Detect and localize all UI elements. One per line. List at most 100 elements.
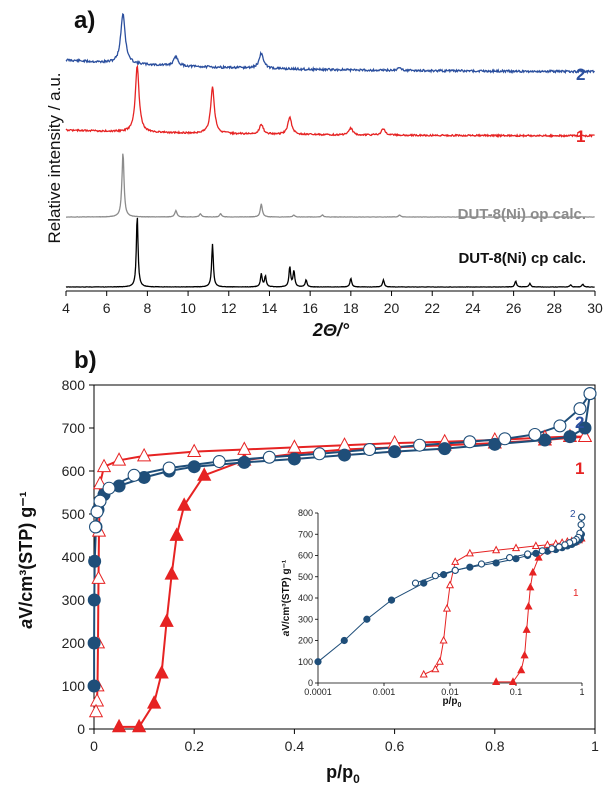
isotherm-y-tick-label: 500 [62,506,86,522]
isotherm-point-2-desorption [162,461,176,475]
isotherm-point-2-desorption [578,513,586,521]
xrd-x-tick-label: 16 [302,300,318,316]
isotherm-point-2-desorption [262,450,276,464]
isotherm-point-2-desorption [555,543,563,551]
panel-b: b) 0 0.2 0.4 0.6 0.8 1 0 100 200 300 400 500 600 700 8… [16,347,599,785]
isotherm-point-2-adsorption [88,554,102,568]
isotherm-point-2-adsorption [578,421,592,435]
isotherm-point-1-desorption [492,545,501,554]
inset-y-tick-label: 600 [298,551,313,561]
isotherm-point-2-desorption [505,554,514,562]
inset-ticks: 0.0001 0.001 0.01 0.1 1 0 100 200 300 400 500 600 70… [298,508,585,697]
isotherm-point-1-desorption [431,664,440,673]
series-label-2: 2 [576,65,585,84]
inset-y-axis-label: aV/cm³(STP) g⁻¹ [281,559,292,636]
inset-x-tick-label: 0.001 [373,687,396,697]
panel-a-label: a) [74,7,95,34]
isotherm-point-1-adsorption [197,467,212,481]
isotherm-x-tick-label: 0 [90,738,98,754]
isotherm-point-2-adsorption [87,636,101,650]
isotherm-y-tick-label: 600 [62,463,86,479]
isotherm-y-tick-label: 700 [62,420,86,436]
panel-a: a) 4 6 8 10 12 14 16 18 20 22 24 26 28 30 Relative in… [45,7,603,340]
isotherm-point-2-desorption [413,438,427,452]
isotherm-y-tick-label: 0 [77,721,85,737]
isotherm-point-1-adsorption [111,718,127,733]
xrd-x-tick-label: 30 [587,300,603,316]
isotherm-point-2-adsorption [438,442,452,456]
inset-label-1: 1 [573,588,579,599]
isotherm-point-1-desorption [511,543,521,552]
isotherm-point-1-adsorption [164,566,179,580]
isotherm-point-1-desorption [445,580,455,589]
isotherm-point-1-adsorption [508,677,518,685]
isotherm-point-1-desorption [136,447,152,462]
xrd-x-tick-label: 10 [180,300,196,316]
series-label-1: 1 [576,127,585,146]
xrd-pattern-1 [65,12,595,75]
isotherm-point-2-desorption [538,547,546,555]
isotherm-point-1-desorption [451,557,460,565]
isotherm-point-2-adsorption [538,433,552,447]
isotherm-x-tick-label: 0.8 [485,738,505,754]
isotherm-point-2-desorption [127,468,141,482]
isotherm-point-2-adsorption [492,559,500,567]
isotherm-point-2-adsorption [512,555,520,563]
isotherm-point-2-desorption [411,579,420,587]
inset-y-tick-label: 500 [298,572,313,582]
panel-b-label: b) [74,347,97,374]
isotherm-point-2-adsorption [87,593,101,607]
xrd-x-tick-label: 28 [547,300,563,316]
series-label-cp-calc: DUT-8(Ni) cp calc. [458,250,586,267]
isotherm-point-1-adsorption [526,582,535,591]
inset-y-tick-label: 0 [308,678,313,688]
isotherm-point-2-adsorption [87,679,101,693]
isotherm-point-1-desorption [439,635,448,644]
isotherm-point-1-desorption [465,548,474,557]
inset-y-tick-label: 400 [298,593,313,603]
isotherm-point-2-desorption [583,387,597,401]
isotherm-point-2-adsorption [439,571,448,579]
isotherm-point-1-adsorption [169,527,184,541]
isotherm-point-1-adsorption [522,625,531,633]
inset-x-axis-label: p/p0 [443,696,462,709]
isotherm-y-axis-label: aV/cm³(STP) g⁻¹ [16,491,36,629]
isotherm-point-2-adsorption [340,636,348,645]
isotherm-point-1-desorption [187,443,202,458]
isotherm-ticks: 0 0.2 0.4 0.6 0.8 1 0 100 200 300 400 500 600 700 800 [62,377,599,754]
isotherm-line-2-adsorption [93,393,591,686]
isotherm-point-2-adsorption [237,455,251,469]
isotherm-y-tick-label: 400 [62,549,86,565]
inset-chart: 0.0001 0.001 0.01 0.1 1 0 100 200 300 400 500 600 70… [281,483,588,709]
xrd-x-tick-label: 8 [143,300,151,316]
isotherm-point-2-desorption [312,447,326,461]
isotherm-point-2-desorption [431,572,439,580]
isotherm-point-1-adsorption [524,601,533,610]
isotherm-point-1-desorption [543,540,552,548]
xrd-x-tick-label: 18 [343,300,359,316]
isotherm-point-1-desorption [442,603,452,612]
isotherm-point-2-adsorption [314,658,322,666]
xrd-x-tick-label: 26 [506,300,522,316]
isotherm-x-tick-label: 0.2 [184,738,204,754]
isotherm-point-1-desorption [89,692,105,707]
isotherm-point-1-adsorption [177,497,192,511]
xrd-y-axis-label: Relative intensity / a.u. [45,72,64,243]
inset-label-2: 2 [570,509,576,520]
isotherm-y-tick-label: 800 [62,377,86,393]
isotherm-point-1-adsorption [154,665,169,679]
isotherm-point-1-adsorption [492,677,501,685]
xrd-pattern-2 [65,64,595,139]
isotherm-point-2-adsorption [466,563,474,571]
inset-y-tick-label: 100 [298,657,313,667]
inset-x-tick-label: 0.1 [510,687,523,697]
isotherm-point-2-desorption [548,545,556,553]
xrd-pattern-3 [66,153,595,218]
xrd-x-tick-label: 14 [262,300,278,316]
isotherm-point-1-adsorption [517,665,526,674]
inset-y-tick-label: 800 [298,508,313,518]
isotherm-point-2-adsorption [387,596,396,604]
xrd-x-tick-label: 22 [424,300,440,316]
isotherm-point-2-adsorption [488,437,502,451]
